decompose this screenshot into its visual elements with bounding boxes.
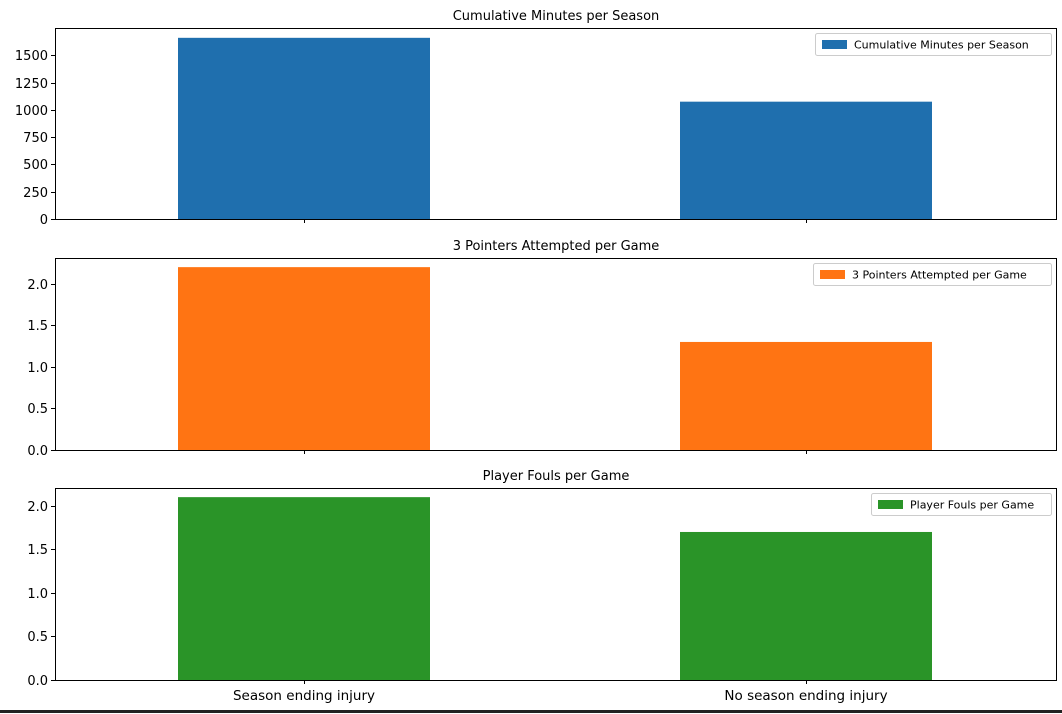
chart-title: Cumulative Minutes per Season xyxy=(453,9,660,24)
chart-title: Player Fouls per Game xyxy=(483,469,630,484)
y-tick-label: 0.5 xyxy=(27,402,48,417)
axes-frame xyxy=(55,258,1057,451)
y-tick-label: 0.5 xyxy=(27,630,48,645)
y-tick-label: 500 xyxy=(23,158,48,173)
y-tick-label: 1.0 xyxy=(27,587,48,602)
chart-panel-3: Player Fouls per Game 0.0 0.5 1.0 1.5 2.0 Seas… xyxy=(27,469,1057,704)
bar xyxy=(178,267,430,450)
bar xyxy=(680,101,932,219)
bar xyxy=(680,531,932,680)
y-tick-label: 2.0 xyxy=(27,278,48,293)
y-tick-label: 0 xyxy=(40,213,48,228)
legend-label: Cumulative Minutes per Season xyxy=(854,39,1029,52)
legend-box xyxy=(871,493,1052,516)
legend: Cumulative Minutes per Season xyxy=(815,33,1052,56)
legend: 3 Pointers Attempted per Game xyxy=(813,263,1052,286)
legend-label: Player Fouls per Game xyxy=(910,499,1034,512)
y-tick-label: 0.0 xyxy=(27,444,48,459)
legend-box xyxy=(813,263,1052,286)
axes-frame xyxy=(55,488,1057,681)
axes-frame xyxy=(55,28,1057,220)
legend-swatch xyxy=(820,270,845,279)
chart-panel-2: 3 Pointers Attempted per Game 0.0 0.5 1.0 1.… xyxy=(27,239,1057,459)
legend: Player Fouls per Game xyxy=(871,493,1052,516)
bar xyxy=(178,37,430,219)
y-tick-label: 1000 xyxy=(15,104,48,119)
chart-title: 3 Pointers Attempted per Game xyxy=(453,239,660,254)
legend-swatch xyxy=(822,40,847,49)
y-tick-label: 750 xyxy=(23,131,48,146)
legend-label: 3 Pointers Attempted per Game xyxy=(852,269,1027,282)
y-tick-label: 0.0 xyxy=(27,674,48,689)
legend-swatch xyxy=(878,500,903,509)
bar xyxy=(178,497,430,680)
y-tick-label: 1.5 xyxy=(27,543,48,558)
bar xyxy=(680,341,932,450)
y-tick-label: 1250 xyxy=(15,77,48,92)
y-tick-label: 1.0 xyxy=(27,361,48,376)
y-tick-label: 1.5 xyxy=(27,319,48,334)
x-tick-label: No season ending injury xyxy=(724,688,887,704)
legend-box xyxy=(815,33,1052,56)
chart-panel-1: Cumulative Minutes per Season 0 250 500 750 1… xyxy=(15,9,1057,228)
x-tick-label: Season ending injury xyxy=(233,688,375,704)
bottom-rule xyxy=(0,710,1062,713)
y-tick-label: 2.0 xyxy=(27,500,48,515)
y-tick-label: 250 xyxy=(23,186,48,201)
y-tick-label: 1500 xyxy=(15,49,48,64)
